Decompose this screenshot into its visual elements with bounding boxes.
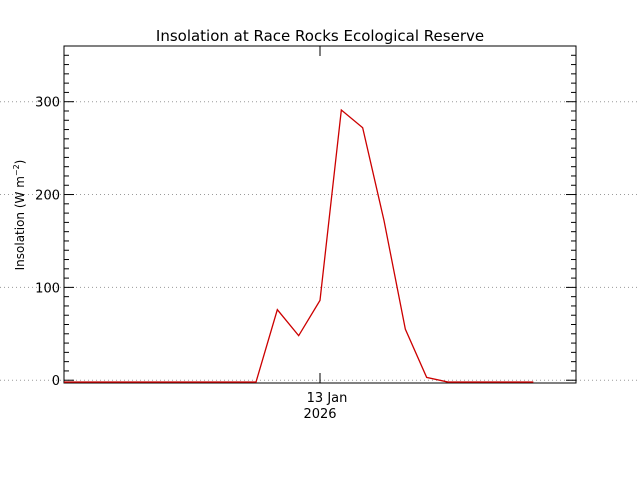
y-axis-label-close: ) (13, 160, 27, 165)
axis-ticks (64, 46, 576, 383)
y-axis-label-exponent: −2 (12, 164, 21, 176)
series-layer (63, 108, 534, 383)
y-axis-label: Insolation (W m−2) (12, 160, 27, 271)
y-tick-label: 300 (35, 96, 60, 111)
grid-lines (0, 101, 640, 381)
y-tick-label: 200 (35, 189, 60, 204)
x-tick-label-year: 2026 (303, 407, 336, 422)
y-tick-label: 0 (52, 374, 60, 389)
y-tick-label: 100 (35, 281, 60, 296)
y-axis-label-main: Insolation (W m (13, 176, 27, 270)
chart-title: Insolation at Race Rocks Ecological Rese… (156, 27, 484, 45)
plot-frame (63, 45, 577, 384)
y-tick-labels: 0 100 200 300 (35, 96, 60, 390)
x-tick-label-date: 13 Jan (307, 391, 348, 406)
series-line (64, 108, 534, 383)
